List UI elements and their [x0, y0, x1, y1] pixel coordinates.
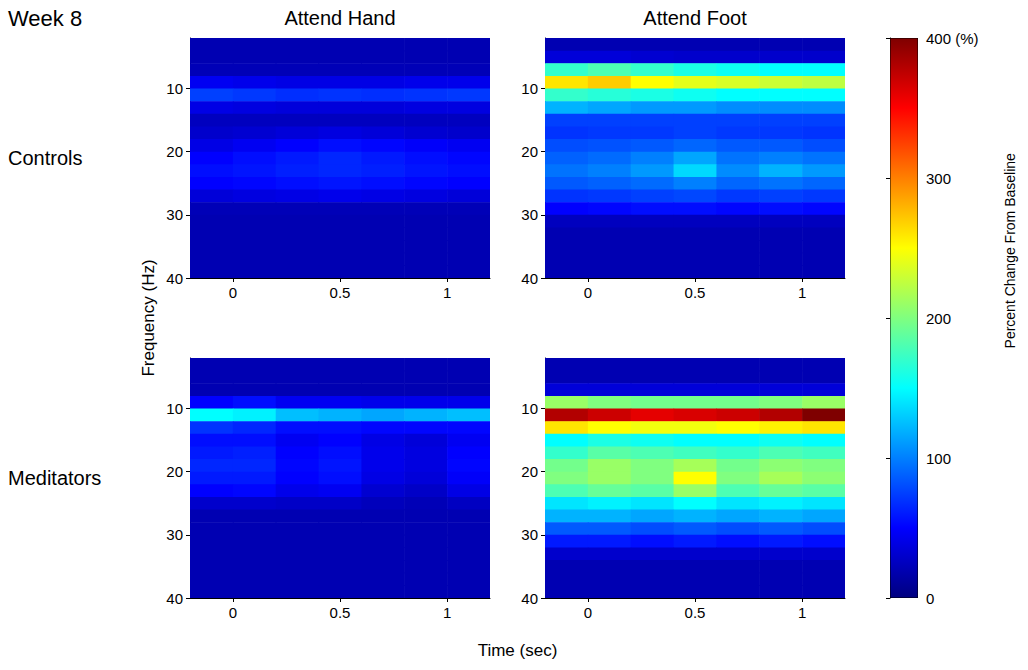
svg-text:1: 1 — [798, 604, 806, 621]
svg-text:Meditators: Meditators — [8, 467, 101, 489]
svg-text:Week 8: Week 8 — [8, 6, 82, 31]
svg-text:Attend Foot: Attend Foot — [643, 7, 747, 29]
svg-text:0: 0 — [584, 284, 592, 301]
svg-text:30: 30 — [166, 206, 183, 223]
svg-text:Attend Hand: Attend Hand — [284, 7, 395, 29]
svg-text:40: 40 — [166, 590, 183, 607]
svg-text:40: 40 — [521, 590, 538, 607]
svg-text:0: 0 — [926, 590, 934, 607]
svg-text:300: 300 — [926, 170, 951, 187]
svg-text:10: 10 — [166, 400, 183, 417]
svg-text:10: 10 — [166, 80, 183, 97]
svg-text:20: 20 — [166, 143, 183, 160]
svg-text:1: 1 — [443, 284, 451, 301]
svg-text:0: 0 — [584, 604, 592, 621]
svg-text:40: 40 — [521, 270, 538, 287]
svg-text:0: 0 — [229, 284, 237, 301]
svg-text:Time (sec): Time (sec) — [478, 641, 558, 660]
svg-text:10: 10 — [521, 80, 538, 97]
svg-text:0.5: 0.5 — [330, 284, 351, 301]
svg-text:1: 1 — [443, 604, 451, 621]
svg-text:20: 20 — [521, 143, 538, 160]
svg-text:100: 100 — [926, 450, 951, 467]
svg-text:30: 30 — [166, 526, 183, 543]
svg-text:Percent Change From Baseline: Percent Change From Baseline — [1002, 153, 1018, 349]
svg-text:30: 30 — [521, 206, 538, 223]
svg-text:0: 0 — [229, 604, 237, 621]
svg-text:400 (%): 400 (%) — [926, 30, 979, 47]
svg-text:Controls: Controls — [8, 147, 82, 169]
svg-text:0.5: 0.5 — [685, 604, 706, 621]
svg-text:200: 200 — [926, 310, 951, 327]
svg-text:10: 10 — [521, 400, 538, 417]
svg-text:Frequency (Hz): Frequency (Hz) — [139, 259, 158, 376]
svg-text:20: 20 — [166, 463, 183, 480]
svg-text:40: 40 — [166, 270, 183, 287]
svg-text:30: 30 — [521, 526, 538, 543]
svg-text:1: 1 — [798, 284, 806, 301]
svg-text:0.5: 0.5 — [685, 284, 706, 301]
svg-text:0.5: 0.5 — [330, 604, 351, 621]
svg-text:20: 20 — [521, 463, 538, 480]
